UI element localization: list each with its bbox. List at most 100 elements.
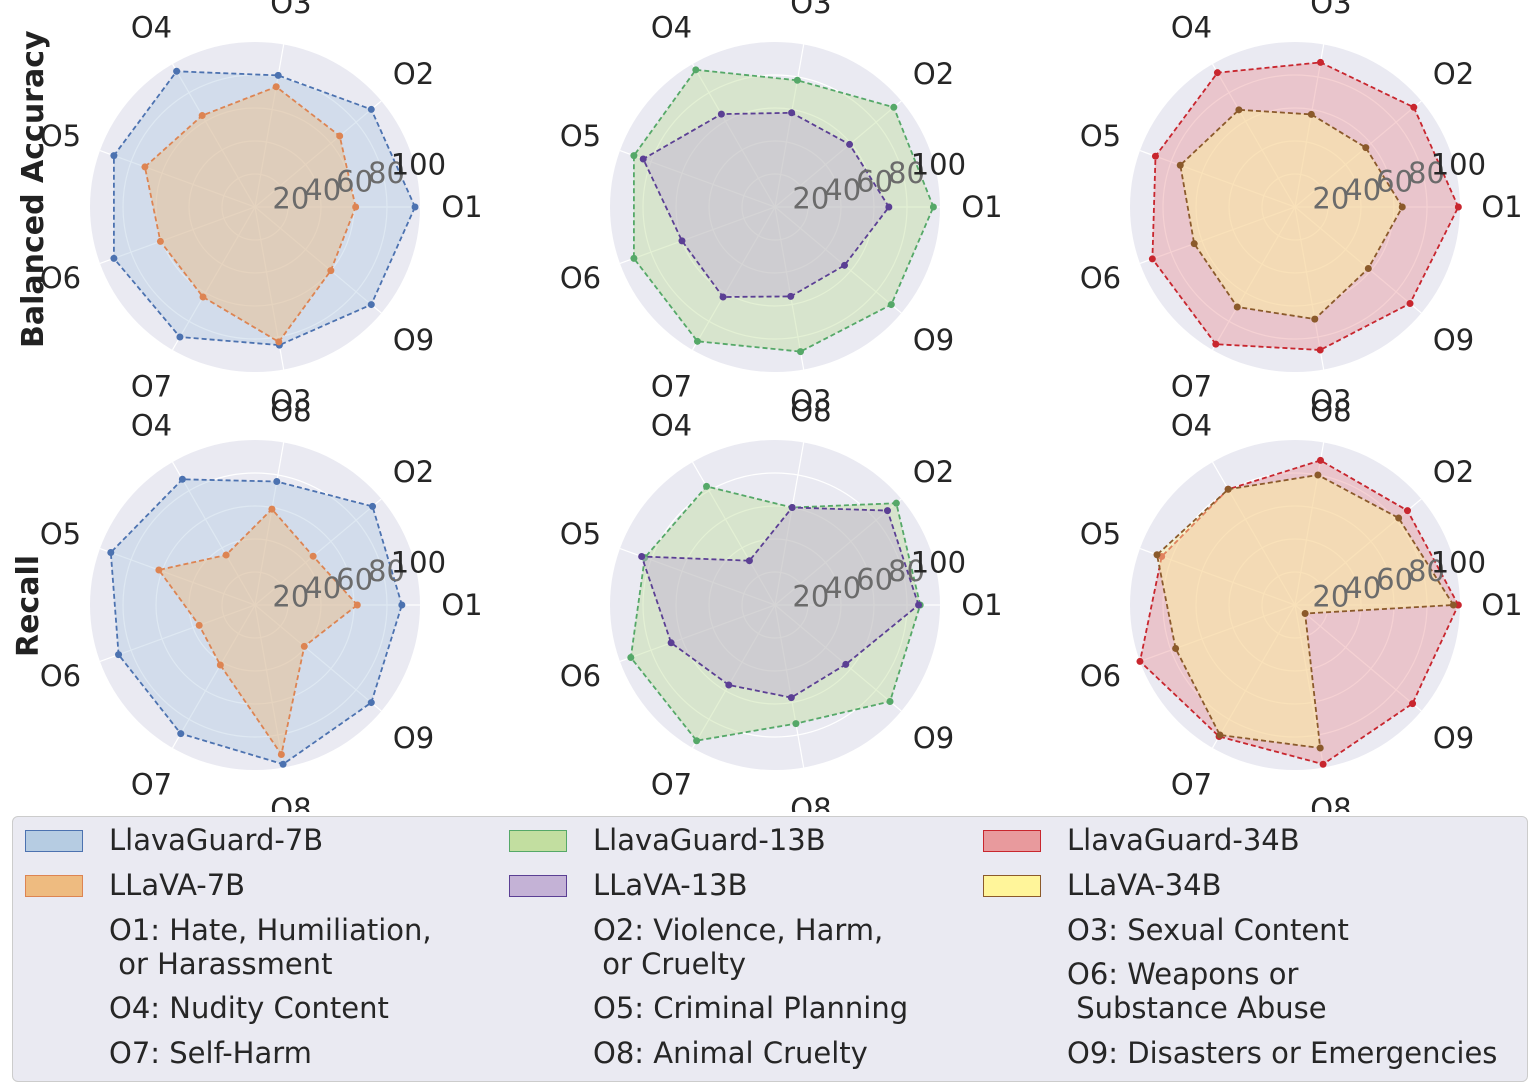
data-point-llavaguard-7b-o2 bbox=[367, 105, 375, 113]
series-line-llava-13b bbox=[642, 111, 890, 298]
data-point-llava-13b-o5 bbox=[638, 552, 646, 560]
axis-label-o4: O4 bbox=[651, 409, 692, 443]
data-point-llava-13b-o2 bbox=[883, 507, 891, 515]
radar-spoke bbox=[1211, 206, 1296, 351]
legend-label-llava-7b: LLaVA-7B bbox=[109, 868, 246, 902]
radar-spoke bbox=[171, 63, 256, 208]
data-point-llava-13b-o9 bbox=[841, 261, 849, 269]
legend-label-llavaguard-13b: LlavaGuard-13B bbox=[593, 823, 826, 857]
radar-spoke bbox=[1294, 442, 1325, 606]
data-point-llavaguard-13b-o4 bbox=[692, 66, 700, 74]
series-line-llava-7b bbox=[143, 85, 357, 344]
legend-category-o2: O2: Violence, Harm, or Cruelty bbox=[593, 913, 884, 981]
axis-label-o8: O8 bbox=[1310, 394, 1351, 428]
radar-spoke bbox=[1211, 63, 1296, 208]
radial-tick-label: 60 bbox=[336, 164, 373, 198]
axis-label-o3: O3 bbox=[1310, 384, 1351, 418]
radar-spoke bbox=[254, 604, 382, 712]
radar-spoke bbox=[774, 604, 805, 768]
axis-label-o3: O3 bbox=[790, 0, 831, 20]
legend-category-o8: O8: Animal Cruelty bbox=[593, 1036, 868, 1070]
axis-label-o1: O1 bbox=[441, 588, 482, 622]
legend-label-llavaguard-7b: LlavaGuard-7B bbox=[109, 823, 324, 857]
data-point-llavaguard-34b-o6 bbox=[1136, 657, 1144, 665]
axis-label-o9: O9 bbox=[393, 721, 434, 755]
data-point-llavaguard-7b-o3 bbox=[273, 478, 281, 486]
radial-tick-label: 40 bbox=[824, 173, 861, 207]
data-point-llavaguard-13b-o6 bbox=[630, 254, 638, 262]
axis-label-o8: O8 bbox=[270, 792, 311, 812]
data-point-llava-13b-o6 bbox=[667, 639, 675, 647]
axis-label-o4: O4 bbox=[1171, 409, 1212, 443]
legend-category-o7: O7: Self-Harm bbox=[109, 1036, 312, 1070]
series-area-llava-13b bbox=[641, 507, 919, 698]
radar-spoke bbox=[1211, 604, 1296, 749]
data-point-llavaguard-34b-o8 bbox=[1316, 346, 1324, 354]
radar-spoke bbox=[774, 206, 805, 370]
data-point-llava-7b-o4 bbox=[222, 551, 230, 559]
radial-tick-label: 100 bbox=[391, 545, 446, 579]
data-point-llavaguard-34b-o1 bbox=[1454, 203, 1462, 211]
radar-chart-grid: 20406080100O1O2O3O4O5O6O7O8O920406080100… bbox=[40, 0, 1523, 812]
legend-swatch-llava-34b bbox=[983, 875, 1041, 897]
legend-label-llava-13b: LLaVA-13B bbox=[593, 868, 748, 902]
radar-spoke bbox=[171, 461, 256, 606]
data-point-llavaguard-13b-o9 bbox=[886, 698, 894, 706]
data-point-llava-13b-o4 bbox=[745, 557, 753, 565]
series-area-llavaguard-34b bbox=[1152, 62, 1459, 351]
data-point-llava-34b-o8 bbox=[1316, 744, 1324, 752]
data-point-llava-34b-o6 bbox=[1172, 644, 1180, 652]
radar-spoke bbox=[1139, 604, 1296, 662]
radar-spoke bbox=[1294, 206, 1422, 314]
data-point-llava-13b-o1 bbox=[885, 203, 893, 211]
data-point-llava-34b-o5 bbox=[1153, 551, 1161, 559]
axis-label-o5: O5 bbox=[1080, 517, 1121, 551]
data-point-llava-34b-o1 bbox=[1398, 203, 1406, 211]
data-point-llavaguard-34b-o7 bbox=[1212, 340, 1220, 348]
radar-spoke bbox=[774, 206, 902, 314]
data-point-llavaguard-13b-o7 bbox=[693, 337, 701, 345]
radial-tick-label: 20 bbox=[792, 579, 829, 613]
radar-spoke bbox=[99, 548, 256, 606]
series-line-llavaguard-7b bbox=[109, 478, 403, 766]
axis-label-o7: O7 bbox=[131, 369, 172, 403]
radar-spoke bbox=[1294, 44, 1325, 208]
radar-spoke bbox=[254, 100, 382, 208]
legend-category-o6: O6: Weapons or Substance Abuse bbox=[1067, 957, 1327, 1025]
axis-label-o4: O4 bbox=[651, 11, 692, 45]
axis-label-o8: O8 bbox=[790, 792, 831, 812]
data-point-llavaguard-34b-o5 bbox=[1151, 152, 1159, 160]
data-point-llava-34b-o7 bbox=[1216, 731, 1224, 739]
data-point-llavaguard-7b-o4 bbox=[178, 475, 186, 483]
series-area-llava-13b bbox=[643, 112, 889, 297]
radial-tick-label: 40 bbox=[824, 571, 861, 605]
data-point-llavaguard-13b-o8 bbox=[792, 720, 800, 728]
axis-label-o9: O9 bbox=[913, 323, 954, 357]
data-point-llavaguard-34b-o3 bbox=[1317, 456, 1325, 464]
radar-spoke bbox=[691, 206, 776, 351]
radar-spoke bbox=[774, 100, 902, 208]
axis-label-o5: O5 bbox=[40, 119, 81, 153]
axis-label-o1: O1 bbox=[1481, 588, 1522, 622]
axis-label-o3: O3 bbox=[270, 0, 311, 20]
legend-label-llavaguard-34b: LlavaGuard-34B bbox=[1067, 823, 1300, 857]
data-point-llava-34b-o2 bbox=[1362, 144, 1370, 152]
data-point-llava-7b-o4 bbox=[198, 112, 206, 120]
legend-category-o5: O5: Criminal Planning bbox=[593, 991, 909, 1025]
radar-spoke bbox=[1211, 461, 1296, 606]
series-area-llavaguard-13b bbox=[630, 486, 921, 741]
axis-label-o3: O3 bbox=[270, 384, 311, 418]
legend-category-o3: O3: Sexual Content bbox=[1067, 913, 1349, 947]
data-point-llava-7b-o9 bbox=[300, 642, 308, 650]
radar-spoke bbox=[1139, 150, 1296, 208]
data-point-llava-34b-o6 bbox=[1190, 240, 1198, 248]
radial-tick-label: 80 bbox=[1408, 156, 1445, 190]
data-point-llava-7b-o8 bbox=[275, 338, 283, 346]
data-point-llava-7b-o2 bbox=[336, 132, 344, 140]
data-point-llava-13b-o8 bbox=[787, 694, 795, 702]
data-point-llavaguard-13b-o4 bbox=[703, 482, 711, 490]
series-area-llava-7b bbox=[158, 509, 358, 755]
radar-spoke bbox=[254, 498, 382, 606]
